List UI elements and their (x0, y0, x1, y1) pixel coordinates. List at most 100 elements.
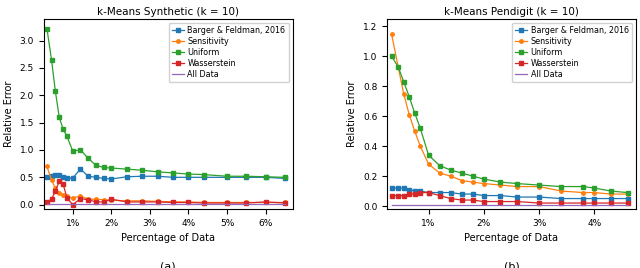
Uniform (480, 177, 488, 181)
Sensitivity (513, 185, 521, 188)
Sensitivity (60, 193, 67, 196)
Sensitivity (56, 191, 63, 194)
Wasserstein (169, 201, 177, 204)
Sensitivity (108, 199, 115, 202)
All Data (400, 203, 408, 206)
Barger & Feldman, 2016 (607, 197, 615, 200)
All Data (557, 203, 565, 206)
Uniform (56, 116, 63, 119)
Wasserstein (56, 180, 63, 183)
Y-axis label: Relative Error: Relative Error (348, 81, 357, 147)
Wasserstein (535, 202, 543, 205)
Barger & Feldman, 2016 (417, 189, 424, 193)
All Data (123, 203, 131, 206)
Wasserstein (108, 198, 115, 201)
All Data (579, 203, 587, 206)
Uniform (138, 169, 146, 172)
Barger & Feldman, 2016 (447, 191, 454, 194)
Wasserstein (458, 198, 465, 202)
Sensitivity (436, 172, 444, 175)
Sensitivity (405, 113, 413, 116)
All Data (607, 203, 615, 206)
Wasserstein (436, 194, 444, 197)
All Data (624, 203, 632, 206)
Uniform (535, 184, 543, 187)
Uniform (169, 171, 177, 174)
Sensitivity (84, 198, 92, 201)
Title: k-Means Synthetic (k = 10): k-Means Synthetic (k = 10) (97, 7, 239, 17)
Uniform (281, 176, 289, 179)
All Data (108, 203, 115, 206)
Title: k-Means Pendigit (k = 10): k-Means Pendigit (k = 10) (444, 7, 579, 17)
Wasserstein (123, 200, 131, 203)
Sensitivity (388, 32, 396, 35)
Barger & Feldman, 2016 (138, 175, 146, 178)
Sensitivity (52, 187, 60, 190)
All Data (405, 203, 413, 206)
Uniform (200, 173, 208, 176)
Uniform (52, 90, 60, 93)
Barger & Feldman, 2016 (425, 191, 433, 194)
Wasserstein (63, 196, 71, 200)
All Data (417, 203, 424, 206)
Sensitivity (223, 201, 231, 204)
Barger & Feldman, 2016 (400, 187, 408, 190)
Wasserstein (223, 202, 231, 205)
Barger & Feldman, 2016 (169, 176, 177, 179)
All Data (43, 203, 51, 206)
Sensitivity (63, 195, 71, 198)
Wasserstein (69, 203, 77, 206)
Sensitivity (169, 200, 177, 203)
Barger & Feldman, 2016 (469, 192, 477, 196)
Wasserstein (388, 194, 396, 197)
Barger & Feldman, 2016 (84, 175, 92, 178)
Sensitivity (48, 178, 56, 182)
Sensitivity (69, 196, 77, 200)
Uniform (497, 180, 504, 184)
All Data (425, 203, 433, 206)
All Data (281, 203, 289, 206)
Barger & Feldman, 2016 (262, 176, 269, 179)
Sensitivity (400, 92, 408, 95)
Sensitivity (92, 198, 100, 201)
Sensitivity (557, 189, 565, 193)
Barger & Feldman, 2016 (43, 176, 51, 179)
Uniform (262, 175, 269, 178)
Uniform (436, 164, 444, 167)
All Data (52, 203, 60, 206)
All Data (60, 203, 67, 206)
All Data (262, 203, 269, 206)
Wasserstein (400, 194, 408, 197)
Sensitivity (154, 200, 161, 203)
All Data (92, 203, 100, 206)
Wasserstein (184, 201, 192, 204)
Wasserstein (52, 189, 60, 193)
Sensitivity (480, 182, 488, 185)
Sensitivity (394, 65, 402, 68)
Uniform (469, 174, 477, 178)
Uniform (458, 172, 465, 175)
Barger & Feldman, 2016 (405, 188, 413, 191)
Uniform (63, 135, 71, 138)
Line: Wasserstein: Wasserstein (390, 191, 629, 205)
Sensitivity (591, 191, 598, 194)
Text: (a): (a) (161, 262, 176, 268)
All Data (513, 203, 521, 206)
Barger & Feldman, 2016 (200, 176, 208, 179)
Text: (b): (b) (504, 262, 519, 268)
Wasserstein (138, 200, 146, 203)
All Data (436, 203, 444, 206)
Barger & Feldman, 2016 (56, 173, 63, 176)
Sensitivity (535, 185, 543, 188)
Y-axis label: Relative Error: Relative Error (4, 81, 14, 147)
Barger & Feldman, 2016 (394, 187, 402, 190)
Uniform (557, 185, 565, 188)
Sensitivity (458, 179, 465, 182)
Wasserstein (405, 192, 413, 196)
Barger & Feldman, 2016 (436, 191, 444, 194)
Uniform (69, 150, 77, 153)
Wasserstein (43, 200, 51, 203)
All Data (447, 203, 454, 206)
Sensitivity (417, 144, 424, 148)
Sensitivity (262, 201, 269, 204)
